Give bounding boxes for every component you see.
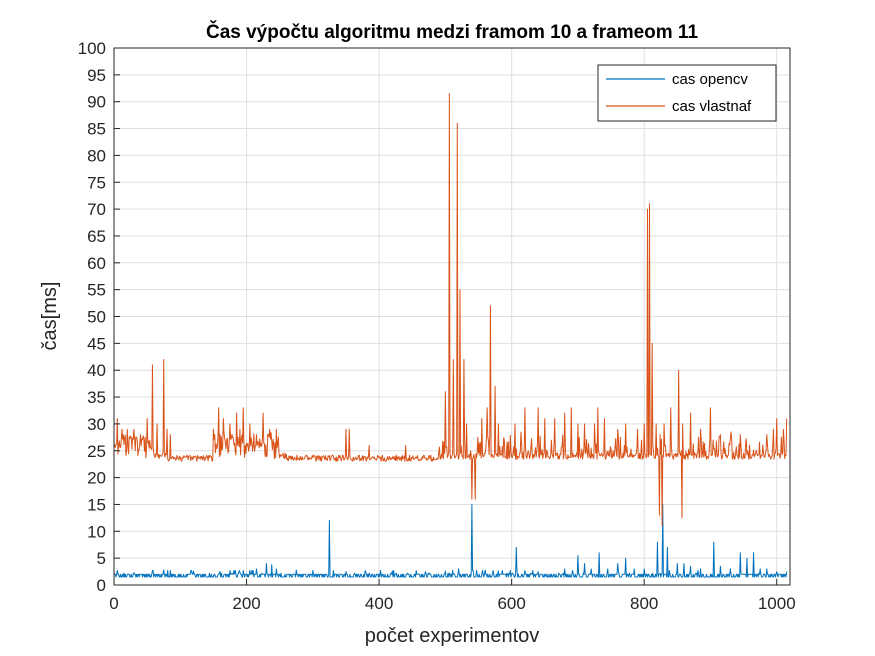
x-tick-label: 400 [365,594,393,613]
y-tick-label: 90 [87,93,106,112]
y-tick-label: 20 [87,469,106,488]
y-tick-label: 75 [87,173,106,192]
x-tick-label: 600 [497,594,525,613]
x-tick-label: 0 [109,594,118,613]
series-layer [113,93,788,578]
axis-ticks: 0 200 400 600 800 1000 0 5 10 15 20 25 30 35 40 45 50 55 6… [78,39,796,613]
y-tick-label: 0 [97,576,106,595]
y-tick-label: 10 [87,522,106,541]
grid-lines [113,47,790,586]
legend-label-opencv: cas opencv [672,71,748,88]
y-tick-label: 5 [97,549,106,568]
series-line-vlastnaf [113,93,788,527]
series-line-opencv [113,503,788,578]
legend-label-vlastnaf: cas vlastnaf [672,98,752,115]
legend: cas opencv cas vlastnaf [597,64,777,122]
x-axis-label: počet experimentov [365,625,540,647]
x-tick-label: 800 [630,594,658,613]
x-tick-label: 1000 [758,594,796,613]
chart-title: Čas výpočtu algoritmu medzi framom 10 a … [206,21,698,43]
y-tick-label: 40 [87,361,106,380]
y-tick-label: 15 [87,495,106,514]
y-tick-label: 25 [87,442,106,461]
y-tick-label: 45 [87,334,106,353]
y-tick-label: 35 [87,388,106,407]
y-tick-label: 55 [87,281,106,300]
y-tick-label: 60 [87,254,106,273]
y-tick-label: 30 [87,415,106,434]
y-tick-label: 65 [87,227,106,246]
y-tick-label: 100 [78,39,106,58]
y-axis-label: čas[ms] [39,282,61,351]
y-tick-label: 95 [87,66,106,85]
y-tick-label: 80 [87,146,106,165]
y-tick-label: 85 [87,120,106,139]
y-tick-label: 70 [87,200,106,219]
y-tick-label: 50 [87,308,106,327]
x-tick-label: 200 [232,594,260,613]
legend-box [597,64,777,122]
